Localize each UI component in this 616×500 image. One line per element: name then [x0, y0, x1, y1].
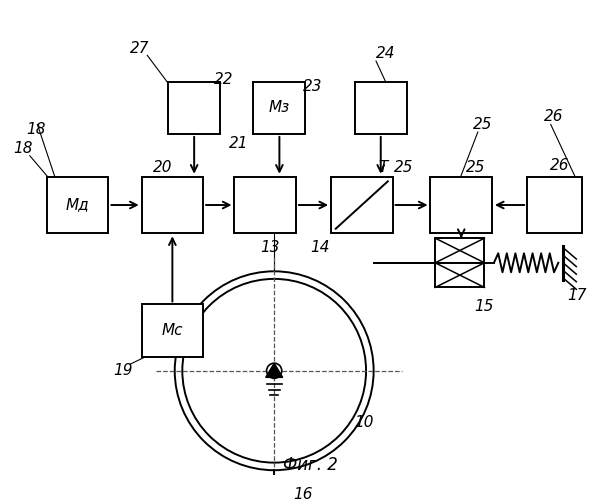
Text: Фиг. 2: Фиг. 2	[283, 456, 338, 474]
Bar	[431, 176, 492, 234]
Circle shape	[182, 279, 366, 462]
Text: 13: 13	[260, 240, 280, 255]
Bar	[253, 82, 306, 134]
Text: 15: 15	[474, 299, 493, 314]
Polygon shape	[265, 478, 283, 491]
Circle shape	[267, 363, 282, 378]
Text: 20: 20	[153, 160, 172, 174]
Text: 19: 19	[113, 364, 132, 378]
Text: 14: 14	[310, 240, 330, 255]
Polygon shape	[265, 363, 283, 378]
Bar	[235, 176, 296, 234]
Text: 23: 23	[303, 79, 323, 94]
Bar	[331, 176, 392, 234]
Bar	[435, 238, 484, 263]
Text: 25: 25	[394, 160, 414, 174]
Bar	[527, 176, 582, 234]
Text: 22: 22	[214, 72, 233, 88]
Bar	[47, 176, 108, 234]
Bar	[435, 263, 484, 287]
Bar	[142, 176, 203, 234]
Text: 25: 25	[466, 160, 485, 174]
Text: 24: 24	[376, 46, 395, 61]
Text: 26: 26	[549, 158, 569, 172]
Circle shape	[175, 272, 374, 470]
Text: Мз: Мз	[269, 100, 290, 116]
Bar	[168, 82, 220, 134]
Text: T: T	[378, 160, 387, 174]
Bar	[142, 304, 203, 356]
Text: 17: 17	[567, 288, 587, 304]
Text: 16: 16	[293, 488, 312, 500]
Text: 18: 18	[26, 122, 45, 136]
Bar	[355, 82, 407, 134]
Text: 21: 21	[229, 136, 249, 151]
Text: 25: 25	[473, 117, 492, 132]
Text: 10: 10	[354, 416, 374, 430]
Text: 27: 27	[130, 41, 150, 56]
Text: Мс: Мс	[161, 323, 183, 338]
Text: Мд: Мд	[66, 198, 89, 212]
Text: 18: 18	[14, 140, 33, 156]
Text: 26: 26	[544, 110, 564, 124]
